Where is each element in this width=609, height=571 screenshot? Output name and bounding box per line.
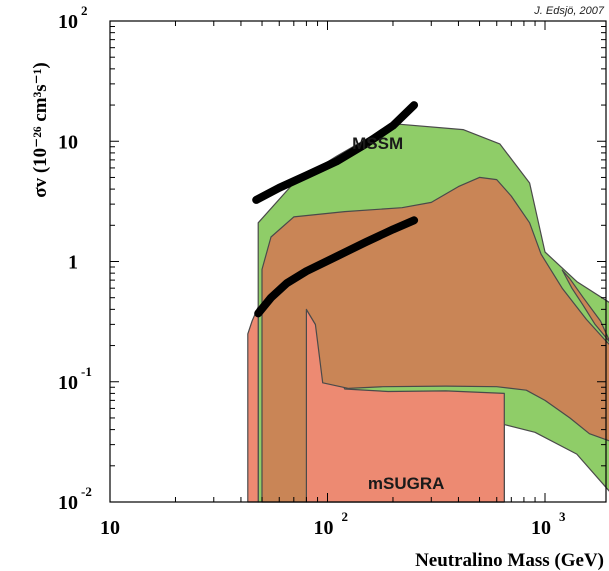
regions-layer xyxy=(247,123,609,503)
x-tick-exponent: 3 xyxy=(559,509,566,524)
y-tick-exponent: 2 xyxy=(81,3,88,18)
region-msugra-1 xyxy=(247,306,259,503)
y-tick-label: 10 xyxy=(58,11,78,33)
region-label-mssm: MSSM xyxy=(352,134,403,153)
curve-upper xyxy=(252,101,419,204)
y-tick-label: 10 xyxy=(58,492,78,514)
x-tick-exponent: 2 xyxy=(342,509,349,524)
x-axis-label: Neutralino Mass (GeV) xyxy=(415,550,604,571)
ticks-layer xyxy=(109,20,606,503)
y-tick-label: 1 xyxy=(68,252,78,274)
curve-lower xyxy=(254,216,419,318)
curves-layer xyxy=(252,101,419,318)
y-tick-exponent: -1 xyxy=(81,364,92,379)
y-axis-label: σv (10⁻²⁶ cm³s⁻¹) xyxy=(30,62,51,198)
y-tick-label: 10 xyxy=(58,131,78,153)
x-tick-label: 10 xyxy=(531,517,551,539)
y-tick-exponent: -2 xyxy=(81,484,92,499)
region-label-msugra: mSUGRA xyxy=(368,474,445,493)
credit-text: J. Edsjö, 2007 xyxy=(533,5,605,17)
x-tick-label: 10 xyxy=(100,517,120,539)
y-tick-label: 10 xyxy=(58,372,78,394)
x-tick-label: 10 xyxy=(314,517,334,539)
region-overlap-4 xyxy=(561,269,609,343)
